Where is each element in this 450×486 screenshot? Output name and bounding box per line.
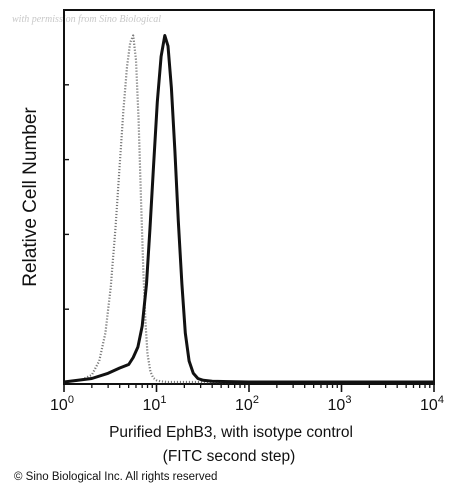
y-axis-ticks [64, 84, 69, 310]
watermark-text: with permission from Sino Biological [12, 14, 161, 25]
plot-frame [63, 9, 435, 385]
x-tick-label: 103 [328, 394, 352, 414]
x-tick-label: 100 [50, 394, 74, 414]
plot-area: 100 101 102 103 104 [50, 9, 444, 414]
series-layer [63, 34, 434, 384]
ephb3-histogram-line [63, 34, 434, 384]
x-axis-label-line-1: Purified EphB3, with isotype control [109, 424, 353, 441]
x-axis-ticks: 100 101 102 103 104 [50, 384, 444, 414]
isotype-control-histogram-line [63, 34, 434, 384]
x-tick-label: 104 [420, 394, 444, 414]
y-axis-label: Relative Cell Number [20, 107, 41, 287]
copyright-text: © Sino Biological Inc. All rights reserv… [14, 471, 217, 483]
x-tick-label: 101 [143, 394, 167, 414]
x-tick-label: 102 [235, 394, 259, 414]
x-axis-label-line-2: (FITC second step) [163, 448, 296, 465]
